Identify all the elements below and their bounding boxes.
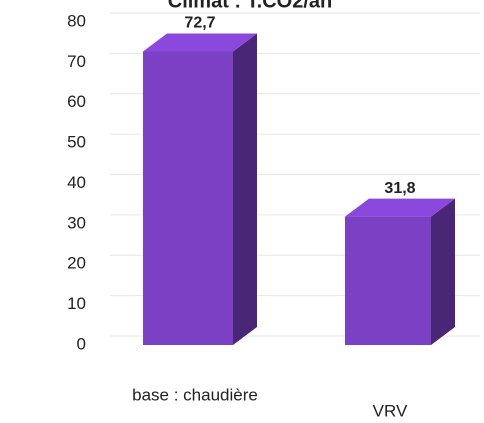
y-tick-label: 60 [67, 92, 86, 111]
value-label: 31,8 [384, 180, 415, 197]
y-tick-label: 20 [67, 254, 86, 273]
chart-title: Climat : T.CO2/an [168, 0, 332, 12]
y-tick-label: 40 [67, 173, 86, 192]
y-tick-label: 70 [67, 52, 86, 71]
bar-side [233, 33, 257, 345]
bar-front [143, 51, 233, 345]
bar-side [431, 198, 455, 345]
x-tick-label: base : chaudière [132, 385, 258, 404]
y-tick-label: 50 [67, 133, 86, 152]
y-tick-label: 0 [77, 334, 86, 353]
y-tick-label: 30 [67, 213, 86, 232]
x-tick-label: VRV [373, 401, 408, 420]
bar-top [345, 198, 455, 217]
bar-top [143, 33, 257, 52]
value-label: 72,7 [184, 15, 215, 32]
y-tick-label: 80 [67, 11, 86, 30]
bar-front [345, 216, 431, 345]
y-tick-label: 10 [67, 294, 86, 313]
